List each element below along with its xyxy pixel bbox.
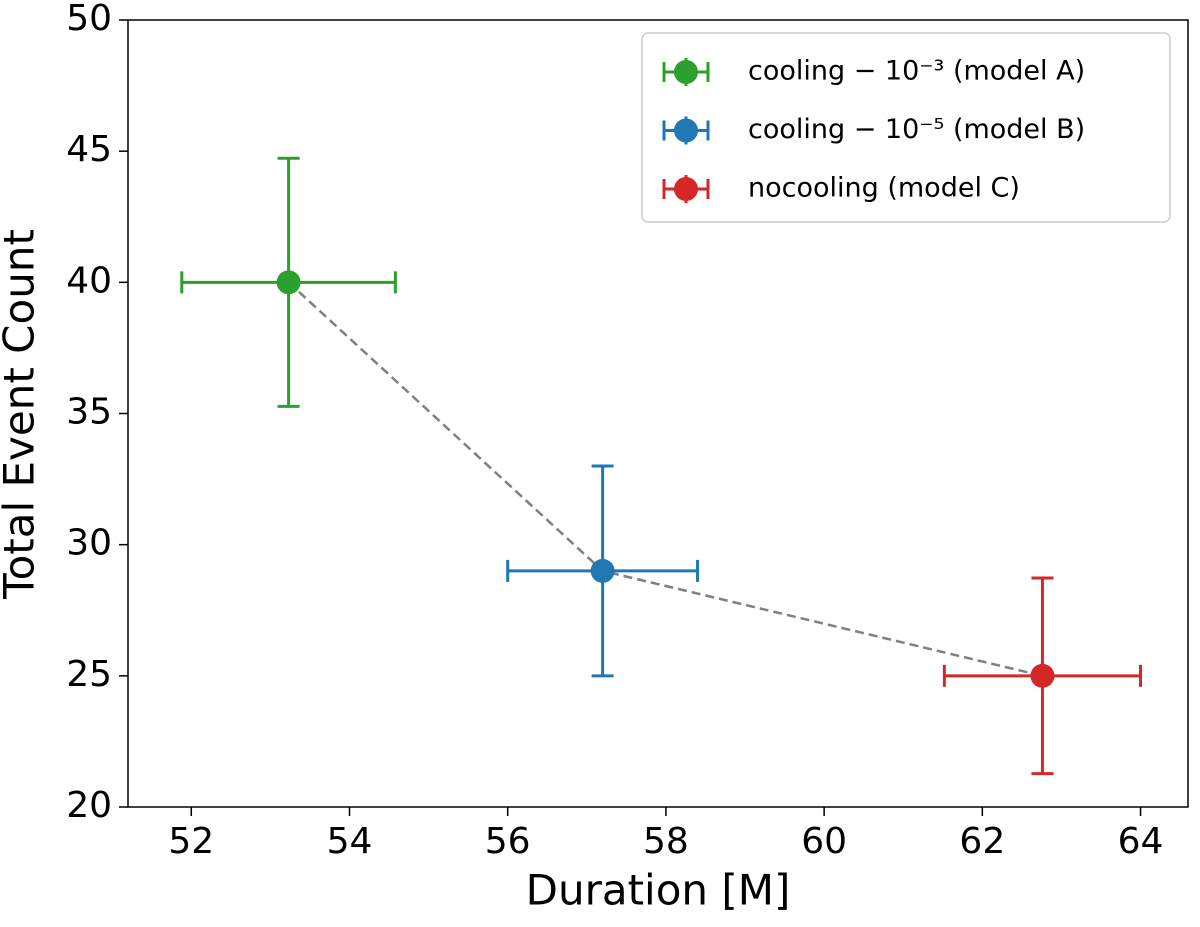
x-tick-label: 60 xyxy=(801,821,847,862)
x-tick-label: 56 xyxy=(485,821,531,862)
y-tick-label: 50 xyxy=(66,0,112,39)
x-axis-label: Duration [M] xyxy=(526,866,791,915)
x-tick-label: 64 xyxy=(1118,821,1164,862)
legend-marker xyxy=(674,177,698,201)
x-tick-label: 62 xyxy=(959,821,1005,862)
legend-label: cooling − 10⁻³ (model A) xyxy=(748,56,1085,87)
legend-box xyxy=(641,32,1171,223)
legend-marker xyxy=(674,60,698,84)
legend-label: nocooling (model C) xyxy=(748,173,1020,204)
plot-frame xyxy=(127,19,1189,808)
y-tick-label: 20 xyxy=(66,785,112,826)
x-tick-label: 58 xyxy=(643,821,689,862)
connector-line xyxy=(287,281,1043,678)
x-tick-label: 54 xyxy=(327,821,373,862)
point xyxy=(276,270,301,295)
y-tick-label: 25 xyxy=(66,654,112,695)
x-tick-label: 52 xyxy=(168,821,214,862)
legend-marker xyxy=(674,118,698,143)
point xyxy=(590,558,615,583)
y-tick-label: 40 xyxy=(66,260,112,301)
y-tick-label: 35 xyxy=(66,392,112,433)
point xyxy=(1030,663,1055,688)
legend-label: cooling − 10⁻⁵ (model B) xyxy=(748,114,1085,145)
y-tick-label: 45 xyxy=(66,129,112,170)
y-axis-label: Total Event Count xyxy=(0,229,44,600)
y-tick-label: 30 xyxy=(66,523,112,564)
